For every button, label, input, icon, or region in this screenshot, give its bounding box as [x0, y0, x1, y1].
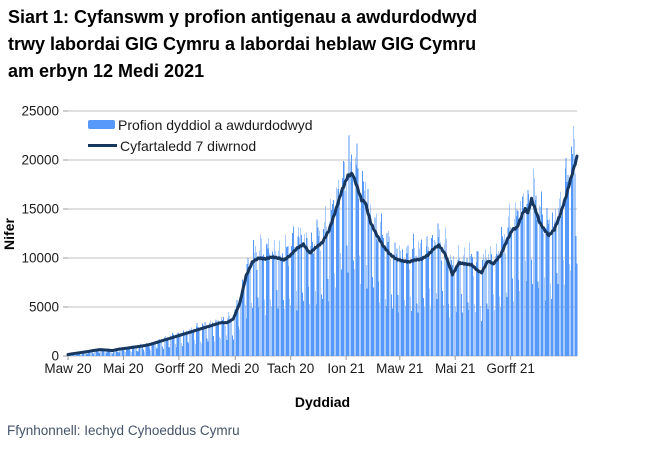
- x-tick-label: Mai 21: [435, 361, 476, 376]
- y-axis-title: Nifer: [1, 218, 17, 250]
- seven-day-average-line: [66, 154, 579, 357]
- y-tick-label: 25000: [21, 104, 59, 119]
- chart-title: Siart 1: Cyfanswm y profion antigenau a …: [8, 4, 642, 85]
- legend-row-line: Cyfartaledd 7 diwrnod: [88, 135, 313, 156]
- x-tick-labels: Maw 20 Mai 20 Gorff 20 Medi 20 Tach 20 Ion 21…: [44, 361, 535, 376]
- y-tick-label: 5000: [29, 300, 59, 315]
- source-note: Ffynhonnell: Iechyd Cyhoeddus Cymru: [7, 423, 240, 438]
- x-tick-label: Mai 20: [103, 361, 144, 376]
- chart-title-line-2: trwy labordai GIG Cymru a labordai hebla…: [8, 34, 477, 54]
- x-tick-label: Tach 20: [267, 361, 314, 376]
- y-tick-label: 15000: [21, 202, 59, 217]
- line-legend-label: Cyfartaledd 7 diwrnod: [120, 137, 257, 154]
- x-axis-title: Dyddiad: [294, 394, 351, 410]
- daily-bars-series: [67, 126, 578, 356]
- y-tick-labels: 0 5000 10000 15000 20000 25000: [21, 104, 59, 364]
- x-tick-label: Gorff 20: [155, 361, 204, 376]
- y-tick-label: 0: [51, 349, 59, 364]
- y-tick-label: 10000: [21, 251, 59, 266]
- bars-legend-swatch-icon: [88, 120, 115, 129]
- x-tick-label: Ion 21: [327, 361, 365, 376]
- x-tick-label: Medi 20: [211, 361, 259, 376]
- chart-title-line-3: am erbyn 12 Medi 2021: [8, 61, 205, 81]
- y-tick-label: 20000: [21, 153, 59, 168]
- chart-title-line-1: Siart 1: Cyfanswm y profion antigenau a …: [8, 7, 478, 27]
- chart-legend: Profion dyddiol a awdurdodwyd Cyfartaled…: [88, 114, 313, 156]
- x-tick-label: Maw 20: [44, 361, 91, 376]
- line-legend-swatch-icon: [88, 144, 117, 147]
- x-tick-label: Maw 21: [376, 361, 423, 376]
- bars-legend-label: Profion dyddiol a awdurdodwyd: [118, 116, 313, 133]
- x-tick-label: Gorff 21: [486, 361, 535, 376]
- legend-row-bars: Profion dyddiol a awdurdodwyd: [88, 114, 313, 135]
